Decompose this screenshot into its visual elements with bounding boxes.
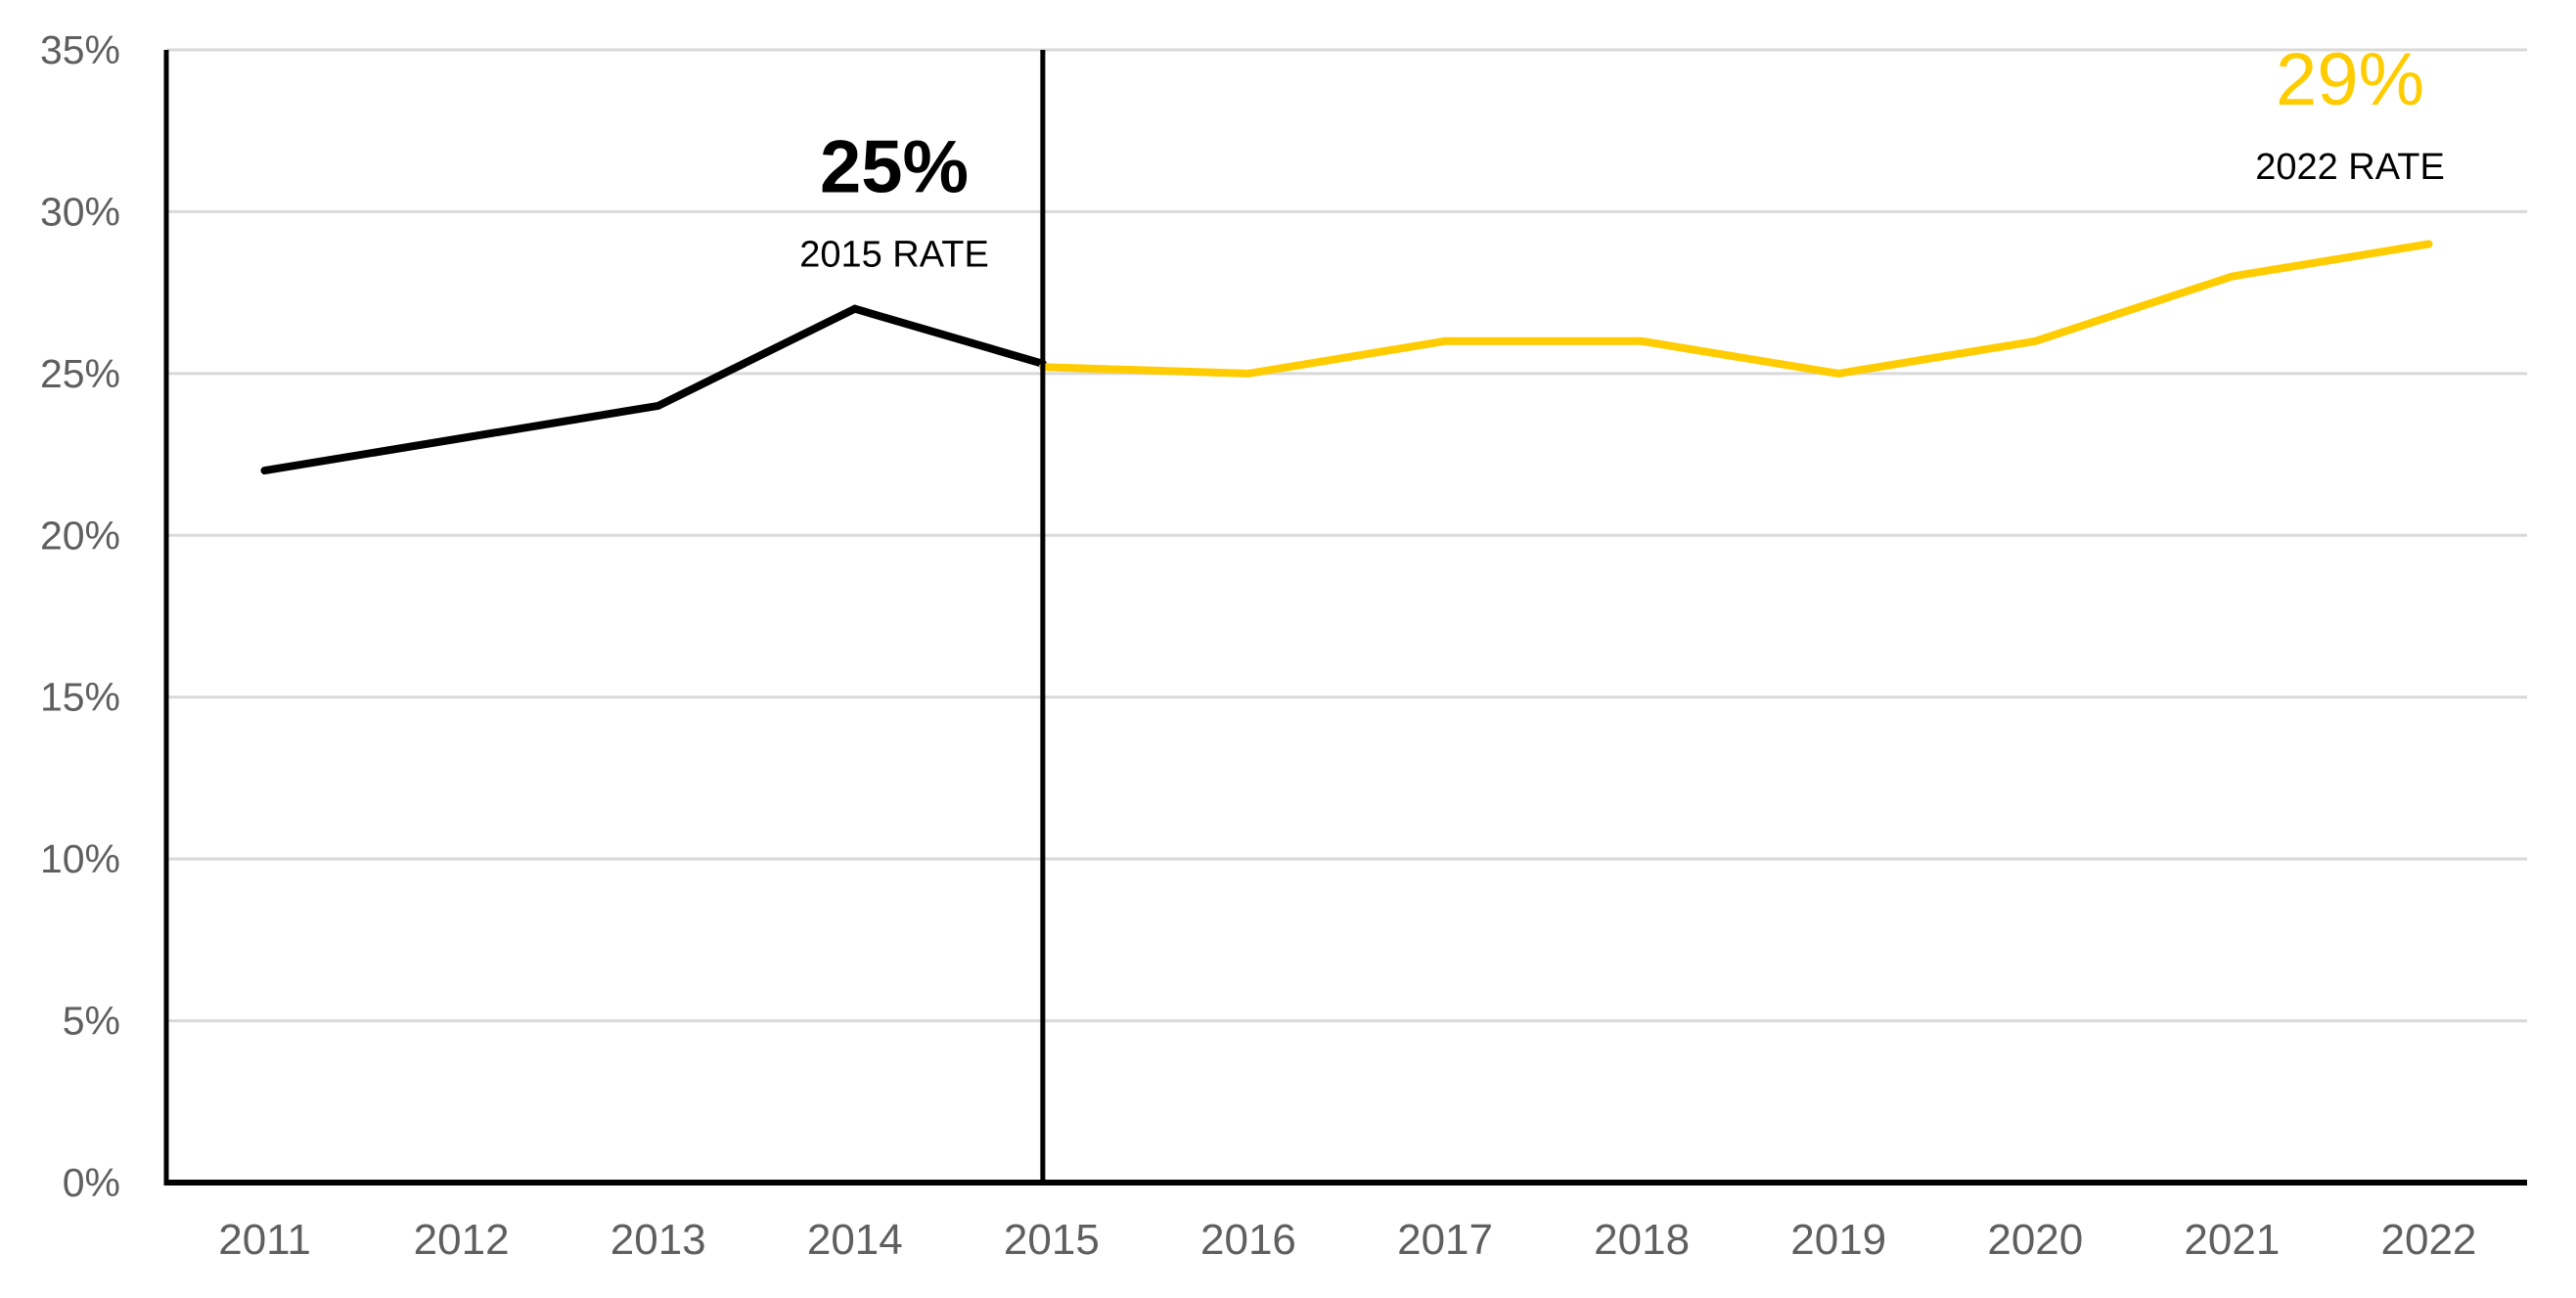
y-tick-label: 0%	[63, 1160, 120, 1205]
x-tick-label: 2012	[414, 1216, 510, 1264]
x-axis-tick-labels: 2011 2012 2013 2014 2015 2016 2017 2018 2019 2020…	[218, 1216, 2476, 1264]
annotation-2015-label: 2015 RATE	[799, 235, 989, 276]
annotation-2022-value: 29%	[2276, 38, 2424, 121]
y-tick-label: 30%	[40, 189, 120, 234]
series-line-before-2015	[260, 304, 1047, 475]
x-tick-label: 2018	[1594, 1216, 1690, 1264]
series-line-after-2015	[1038, 240, 2433, 378]
x-tick-label: 2019	[1790, 1216, 1886, 1264]
x-tick-label: 2016	[1200, 1216, 1296, 1264]
y-tick-label: 5%	[63, 999, 120, 1044]
x-tick-label: 2011	[218, 1216, 311, 1264]
x-tick-label: 2017	[1397, 1216, 1493, 1264]
x-tick-label: 2022	[2381, 1216, 2477, 1264]
gridlines	[166, 48, 2527, 1023]
annotation-2022-label: 2022 RATE	[2255, 147, 2445, 188]
axes	[163, 50, 2527, 1186]
x-tick-label: 2015	[1004, 1216, 1100, 1264]
x-tick-label: 2013	[610, 1216, 706, 1264]
x-tick-label: 2014	[807, 1216, 903, 1264]
annotation-2015-value: 25%	[820, 126, 969, 209]
y-tick-label: 25%	[40, 351, 120, 396]
y-axis-tick-labels: 0% 5% 10% 15% 20% 25% 30% 35%	[40, 27, 120, 1205]
y-tick-label: 35%	[40, 27, 120, 72]
x-tick-label: 2020	[1987, 1216, 2083, 1264]
y-tick-label: 10%	[40, 836, 120, 881]
y-tick-label: 15%	[40, 675, 120, 720]
y-tick-label: 20%	[40, 513, 120, 558]
annotations: 25% 2015 RATE 29% 2022 RATE	[799, 38, 2445, 275]
x-tick-label: 2021	[2184, 1216, 2280, 1264]
series-lines	[260, 240, 2433, 475]
